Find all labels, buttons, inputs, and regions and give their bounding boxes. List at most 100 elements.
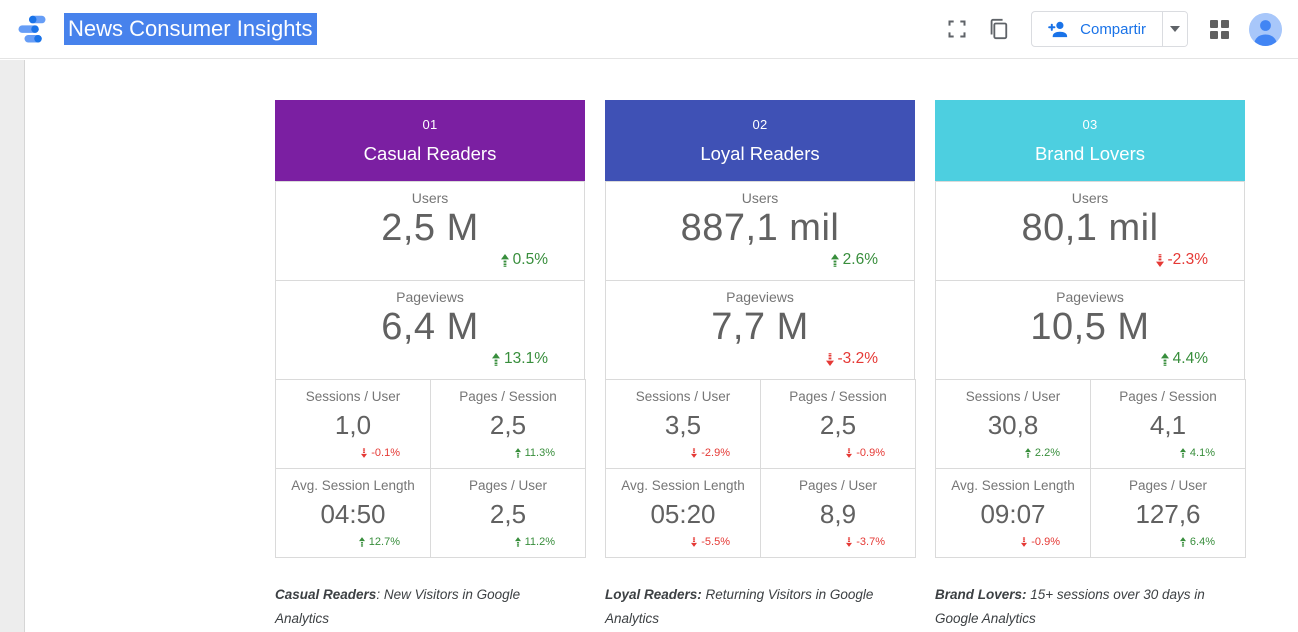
scorecard-pages-session: Pages / Session 2,5 -0.9% bbox=[760, 379, 916, 469]
metric-value: 30,8 bbox=[936, 410, 1090, 441]
left-gutter bbox=[0, 60, 25, 632]
metric-value: 05:20 bbox=[606, 499, 760, 530]
metric-change: 12.7% bbox=[359, 536, 400, 548]
card-header: 01 Casual Readers bbox=[275, 100, 585, 182]
dropdown-caret-icon bbox=[1170, 26, 1180, 32]
metrics-grid: Sessions / User 30,8 2.2% Pages / Sessio… bbox=[935, 380, 1247, 558]
metric-change-value: -0.9% bbox=[856, 447, 885, 459]
metric-value: 2,5 bbox=[431, 410, 585, 441]
metric-value: 04:50 bbox=[276, 499, 430, 530]
trend-arrow-icon bbox=[846, 537, 852, 547]
note-term: Casual Readers bbox=[275, 587, 376, 602]
metric-change-value: 0.5% bbox=[513, 251, 548, 269]
metric-change-value: -2.9% bbox=[701, 447, 730, 459]
note-term: Loyal Readers: bbox=[605, 587, 702, 602]
card-title: Brand Lovers bbox=[1035, 143, 1145, 165]
scorecard-pages-session: Pages / Session 4,1 4.1% bbox=[1090, 379, 1246, 469]
card-number: 02 bbox=[752, 117, 767, 132]
metric-change: 2.6% bbox=[831, 251, 878, 269]
report-title[interactable]: News Consumer Insights bbox=[64, 13, 317, 45]
trend-arrow-icon bbox=[361, 448, 367, 458]
share-dropdown-button[interactable] bbox=[1162, 12, 1187, 46]
trend-arrow-icon bbox=[831, 254, 839, 267]
metric-label: Pages / User bbox=[1091, 469, 1245, 493]
metric-value: 887,1 mil bbox=[606, 207, 914, 250]
metric-change-value: 6.4% bbox=[1190, 536, 1215, 548]
metric-change: 13.1% bbox=[492, 350, 548, 368]
fullscreen-button[interactable] bbox=[947, 19, 967, 39]
segment-note-brand-lovers: Brand Lovers: 15+ sessions over 30 days … bbox=[935, 583, 1207, 631]
metric-change-value: -3.2% bbox=[838, 350, 879, 368]
user-avatar[interactable] bbox=[1249, 13, 1282, 46]
trend-arrow-icon bbox=[846, 448, 852, 458]
metric-change-value: 4.4% bbox=[1173, 350, 1208, 368]
metric-change-value: -0.1% bbox=[371, 447, 400, 459]
card-header: 03 Brand Lovers bbox=[935, 100, 1245, 182]
metrics-grid: Sessions / User 3,5 -2.9% Pages / Sessio… bbox=[605, 380, 917, 558]
metric-change-value: -3.7% bbox=[856, 536, 885, 548]
metric-change: -5.5% bbox=[691, 536, 730, 548]
trend-arrow-icon bbox=[492, 353, 500, 366]
metric-value: 2,5 bbox=[431, 499, 585, 530]
trend-arrow-icon bbox=[1161, 353, 1169, 366]
metric-label: Pageviews bbox=[606, 281, 914, 305]
metric-label: Avg. Session Length bbox=[276, 469, 430, 493]
trend-arrow-icon bbox=[1021, 537, 1027, 547]
metric-label: Sessions / User bbox=[606, 380, 760, 404]
metric-change-value: -5.5% bbox=[701, 536, 730, 548]
scorecard-pageviews: Pageviews 6,4 M 13.1% bbox=[275, 280, 585, 380]
metric-change: 11.3% bbox=[515, 447, 555, 459]
metric-label: Avg. Session Length bbox=[936, 469, 1090, 493]
metric-value: 2,5 M bbox=[276, 207, 584, 250]
metric-label: Sessions / User bbox=[276, 380, 430, 404]
metric-label: Pages / Session bbox=[431, 380, 585, 404]
metric-label: Users bbox=[606, 182, 914, 206]
trend-arrow-icon bbox=[501, 254, 509, 267]
metric-change: -3.2% bbox=[826, 350, 879, 368]
card-number: 01 bbox=[422, 117, 437, 132]
card-header: 02 Loyal Readers bbox=[605, 100, 915, 182]
metric-label: Avg. Session Length bbox=[606, 469, 760, 493]
trend-arrow-icon bbox=[691, 448, 697, 458]
trend-arrow-icon bbox=[1180, 448, 1186, 458]
metric-value: 3,5 bbox=[606, 410, 760, 441]
scorecard-pages-session: Pages / Session 2,5 11.3% bbox=[430, 379, 586, 469]
card-number: 03 bbox=[1082, 117, 1097, 132]
fullscreen-icon bbox=[947, 19, 967, 39]
copy-pages-button[interactable] bbox=[987, 18, 1009, 40]
metric-change: -0.9% bbox=[1021, 536, 1060, 548]
scorecard-pages-user: Pages / User 2,5 11.2% bbox=[430, 468, 586, 558]
scorecard-sessions-user: Sessions / User 1,0 -0.1% bbox=[275, 379, 431, 469]
metric-change: -0.9% bbox=[846, 447, 885, 459]
copy-icon bbox=[987, 18, 1009, 40]
metric-value: 2,5 bbox=[761, 410, 915, 441]
metric-change-value: 12.7% bbox=[369, 536, 400, 548]
trend-arrow-icon bbox=[1025, 448, 1031, 458]
metric-value: 09:07 bbox=[936, 499, 1090, 530]
metric-change-value: 13.1% bbox=[504, 350, 548, 368]
metric-label: Pageviews bbox=[276, 281, 584, 305]
scorecard-pages-user: Pages / User 8,9 -3.7% bbox=[760, 468, 916, 558]
metric-value: 7,7 M bbox=[606, 306, 914, 349]
trend-arrow-icon bbox=[359, 537, 365, 547]
scorecard-avg-session-length: Avg. Session Length 09:07 -0.9% bbox=[935, 468, 1091, 558]
card-title: Casual Readers bbox=[364, 143, 497, 165]
metrics-grid: Sessions / User 1,0 -0.1% Pages / Sessio… bbox=[275, 380, 587, 558]
metric-change: 4.1% bbox=[1180, 447, 1215, 459]
trend-arrow-icon bbox=[1156, 254, 1164, 267]
metric-label: Users bbox=[936, 182, 1244, 206]
metric-change: 4.4% bbox=[1161, 350, 1208, 368]
metric-value: 6,4 M bbox=[276, 306, 584, 349]
metric-value: 80,1 mil bbox=[936, 207, 1244, 250]
person-add-icon bbox=[1048, 20, 1070, 38]
metric-change: 2.2% bbox=[1025, 447, 1060, 459]
segment-card-loyal-readers: 02 Loyal Readers Users 887,1 mil 2.6% Pa… bbox=[605, 100, 915, 558]
note-term: Brand Lovers: bbox=[935, 587, 1027, 602]
scorecard-avg-session-length: Avg. Session Length 04:50 12.7% bbox=[275, 468, 431, 558]
scorecard-avg-session-length: Avg. Session Length 05:20 -5.5% bbox=[605, 468, 761, 558]
apps-grid-icon[interactable] bbox=[1210, 20, 1229, 39]
datastudio-logo-icon[interactable] bbox=[14, 11, 50, 47]
metric-label: Pageviews bbox=[936, 281, 1244, 305]
scorecard-users: Users 2,5 M 0.5% bbox=[275, 181, 585, 281]
share-button[interactable]: Compartir bbox=[1032, 12, 1162, 46]
